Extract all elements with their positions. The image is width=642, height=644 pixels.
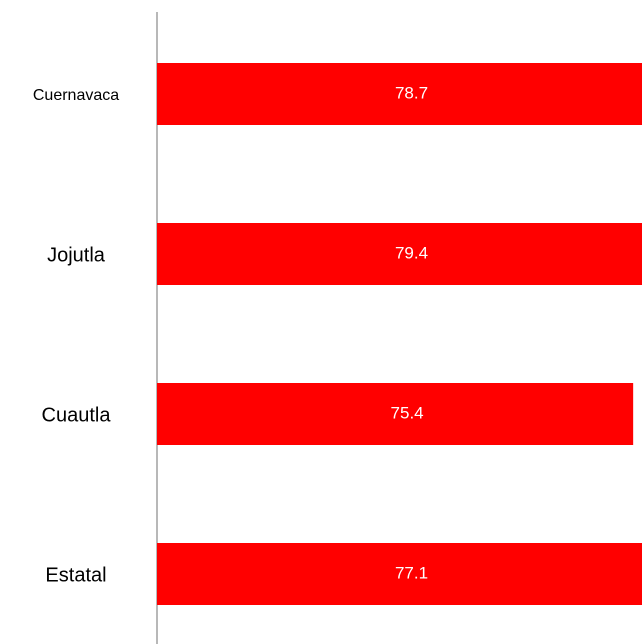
data-label: 78.7 <box>395 83 428 102</box>
bar <box>157 383 634 445</box>
data-label: 79.4 <box>395 243 428 262</box>
bar <box>157 543 642 605</box>
category-label: Estatal <box>45 564 106 586</box>
data-label: 75.4 <box>391 403 424 422</box>
category-label: Jojutla <box>47 244 106 266</box>
data-label: 77.1 <box>395 563 428 582</box>
bar <box>157 223 642 285</box>
category-label: Cuautla <box>42 404 112 426</box>
category-label: Cuernavaca <box>33 87 119 104</box>
bar <box>157 63 642 125</box>
